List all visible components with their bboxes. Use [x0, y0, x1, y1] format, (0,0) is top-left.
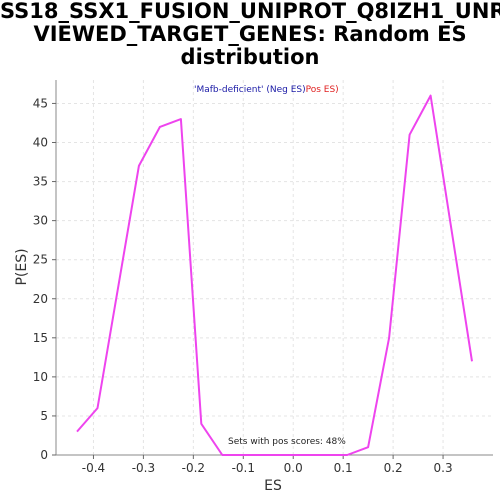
y-tick-label: 20	[33, 292, 48, 306]
y-tick-label: 15	[33, 331, 48, 345]
legend-neg-label: 'Mafb-deficient' (Neg ES)	[194, 85, 306, 95]
chart-title-line-3: distribution	[180, 45, 320, 69]
x-tick-label: -0.3	[132, 461, 155, 475]
y-tick-label: 0	[40, 448, 48, 462]
x-axis-label: ES	[264, 478, 282, 494]
series-group	[76, 94, 473, 456]
x-tick-label: 0.2	[384, 461, 403, 475]
chart-title-line-2: VIEWED_TARGET_GENES: Random ES	[33, 22, 467, 46]
x-tick-label: -0.1	[232, 461, 255, 475]
y-tick-label: 35	[33, 175, 48, 189]
y-tick-label: 25	[33, 253, 48, 267]
series-line	[76, 94, 473, 456]
y-tick-label: 40	[33, 136, 48, 150]
y-tick-label: 45	[33, 96, 48, 110]
chart-title-line-1: SS18_SSX1_FUSION_UNIPROT_Q8IZH1_UNRE	[0, 0, 500, 23]
legend-pos-label: Pos ES)	[306, 85, 339, 95]
y-tick-label: 10	[33, 370, 48, 384]
y-axis-label: P(ES)	[14, 248, 30, 285]
pos-scores-annotation: Sets with pos scores: 48%	[228, 437, 346, 447]
x-tick-label: 0.3	[434, 461, 453, 475]
y-tick-label: 30	[33, 214, 48, 228]
x-tick-label: 0.0	[284, 461, 303, 475]
x-tick-label: -0.2	[182, 461, 205, 475]
x-tick-label: 0.1	[334, 461, 353, 475]
x-tick-label: -0.4	[82, 461, 105, 475]
chart-title: SS18_SSX1_FUSION_UNIPROT_Q8IZH1_UNRE VIE…	[0, 0, 500, 69]
legend: 'Mafb-deficient' (Neg ES)Pos ES)	[194, 85, 339, 95]
y-tick-label: 5	[40, 409, 48, 423]
ticks: -0.4 -0.3 -0.2 -0.1 0.0 0.1 0.2 0.3 0 5 10 15 20 25 30…	[33, 96, 453, 475]
